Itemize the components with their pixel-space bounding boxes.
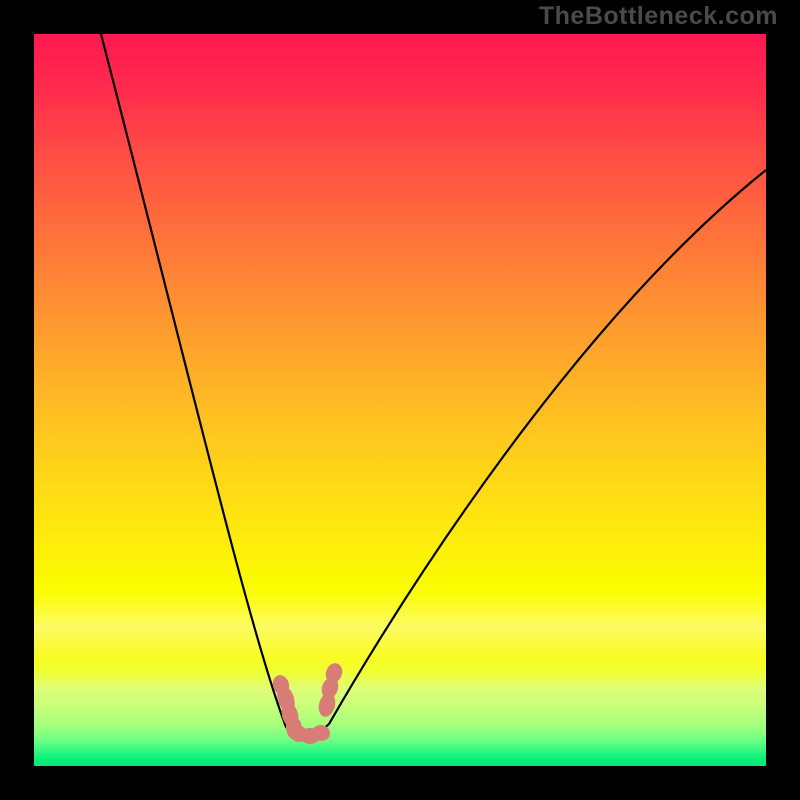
bottleneck-chart	[34, 34, 766, 766]
watermark-text: TheBottleneck.com	[539, 2, 778, 31]
gradient-background	[34, 34, 766, 766]
